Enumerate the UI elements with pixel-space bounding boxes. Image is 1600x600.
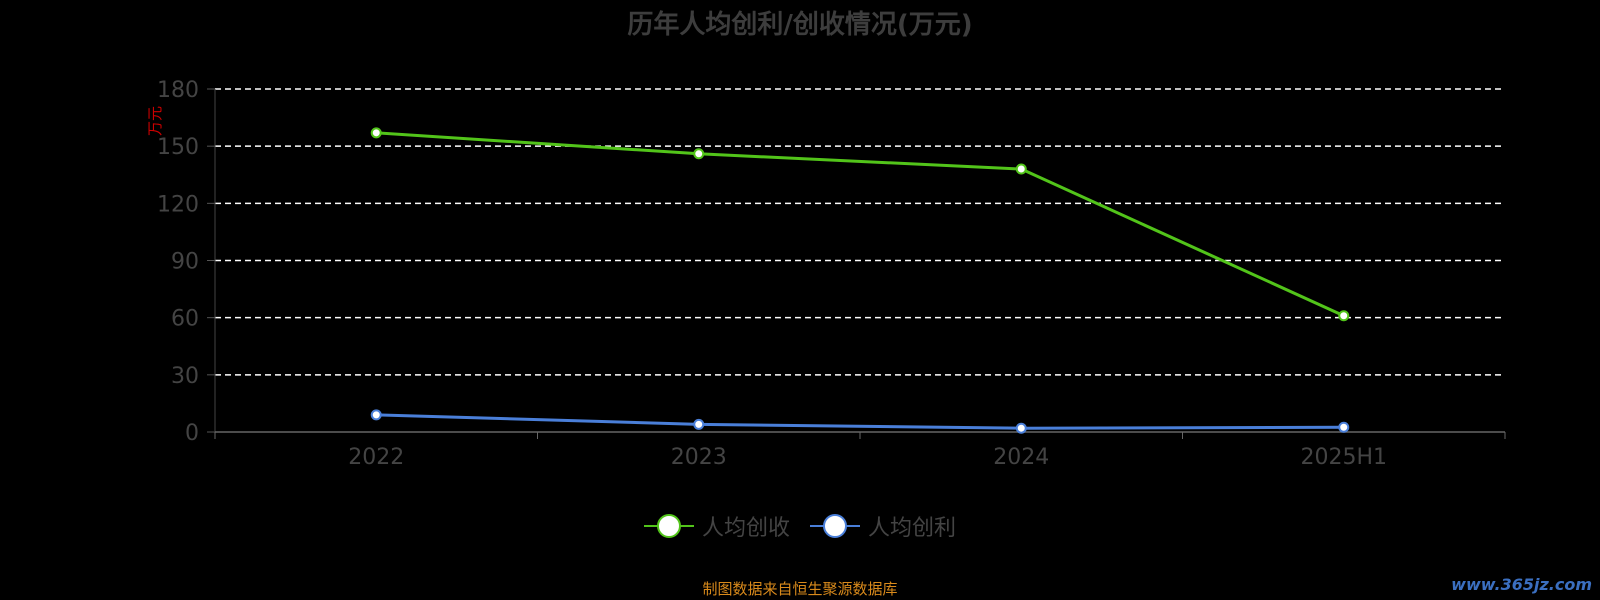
data-point-0-2 bbox=[1015, 163, 1027, 175]
data-source-note: 制图数据来自恒生聚源数据库 bbox=[702, 580, 898, 598]
x-tick-label-2023: 2023 bbox=[671, 445, 727, 470]
y-tick-label-60: 60 bbox=[171, 307, 199, 332]
chart-title: 历年人均创利/创收情况(万元) bbox=[627, 10, 973, 40]
data-point-0-0 bbox=[370, 127, 382, 139]
legend-item-revenue[interactable]: 人均创收 bbox=[643, 510, 790, 542]
series-line-0 bbox=[376, 131, 1345, 318]
chart-legend: 人均创收 人均创利 bbox=[0, 510, 1600, 542]
y-axis-label: 万元 bbox=[146, 106, 164, 136]
data-point-1-2 bbox=[1015, 422, 1027, 434]
x-tick-label-2024: 2024 bbox=[993, 445, 1049, 470]
legend-label-profit: 人均创利 bbox=[868, 516, 957, 541]
x-tick-label-2022: 2022 bbox=[348, 445, 404, 470]
y-tick-label-120: 120 bbox=[157, 192, 199, 217]
data-point-1-3 bbox=[1338, 421, 1350, 433]
data-point-0-3 bbox=[1338, 310, 1350, 322]
data-point-1-0 bbox=[370, 409, 382, 421]
legend-marker-profit bbox=[810, 514, 860, 538]
y-tick-label-90: 90 bbox=[171, 250, 199, 275]
y-tick-label-150: 150 bbox=[157, 135, 199, 160]
y-tick-label-0: 0 bbox=[185, 421, 199, 446]
legend-marker-revenue bbox=[643, 514, 694, 538]
legend-label-revenue: 人均创收 bbox=[701, 516, 790, 541]
legend-item-profit[interactable]: 人均创利 bbox=[810, 510, 956, 542]
watermark: www.365jz.com bbox=[1451, 575, 1592, 594]
data-point-0-1 bbox=[693, 148, 705, 160]
x-tick-label-2025H1: 2025H1 bbox=[1300, 445, 1387, 470]
y-tick-label-30: 30 bbox=[171, 364, 199, 389]
data-point-1-1 bbox=[693, 418, 705, 430]
y-tick-label-180: 180 bbox=[157, 78, 199, 103]
series-line-1 bbox=[376, 413, 1344, 430]
